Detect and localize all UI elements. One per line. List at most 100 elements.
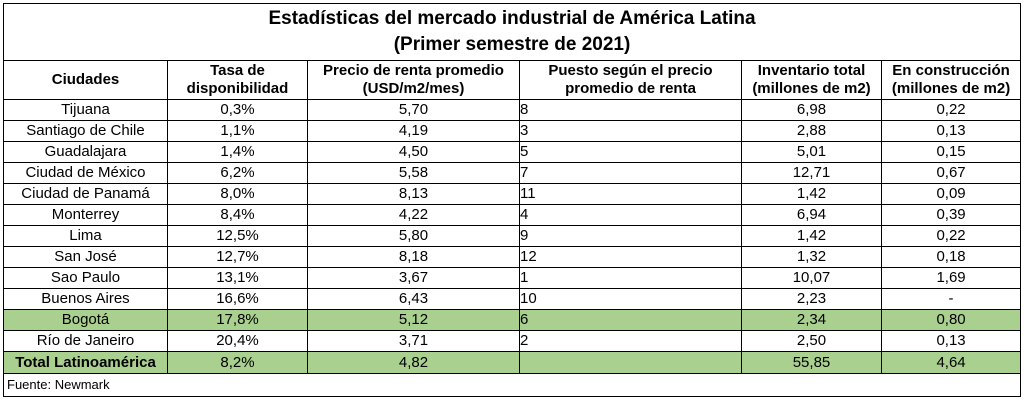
source-row: Fuente: Newmark [2,373,1022,397]
city-cell: Ciudad de México [3,162,168,184]
price-cell: 5,58 [307,162,520,184]
price-cell: 4,82 [307,351,520,374]
table-row: Bogotá 17,8% 5,12 6 2,34 0,80 [3,309,1022,331]
price-cell: 5,12 [307,309,520,331]
rate-cell: 16,6% [167,288,308,310]
rank-cell: 2 [519,330,742,352]
city-cell: Guadalajara [3,141,168,163]
source-note: Fuente: Newmark [2,373,1022,397]
table-row: Río de Janeiro 20,4% 3,71 2 2,50 0,13 [3,330,1022,352]
rank-cell: 11 [519,183,742,205]
inventory-cell: 12,71 [741,162,882,184]
construction-cell: 0,13 [880,120,1022,142]
rate-cell: 20,4% [167,330,308,352]
city-cell: Río de Janeiro [3,330,168,352]
rate-cell: 12,7% [167,246,308,268]
table-row: Tijuana 0,3% 5,70 8 6,98 0,22 [3,99,1022,121]
rank-cell: 1 [519,267,742,289]
column-header-construccion: En construcción (millones de m2) [880,60,1022,100]
rate-cell: 8,0% [167,183,308,205]
price-cell: 3,71 [307,330,520,352]
price-cell: 4,22 [307,204,520,226]
table-row: Buenos Aires 16,6% 6,43 10 2,23- [3,288,1022,310]
construction-cell: - [880,288,1022,310]
construction-cell: 0,22 [880,99,1022,121]
city-cell: Sao Paulo [3,267,168,289]
total-row: Total Latinoamérica 8,2% 4,82 55,85 4,64 [3,351,1022,374]
inventory-cell: 55,85 [741,351,882,374]
rate-cell: 0,3% [167,99,308,121]
inventory-cell: 6,94 [741,204,882,226]
table-row: Ciudad de Panamá 8,0% 8,13 11 1,42 0,09 [3,183,1022,205]
rank-cell: 5 [519,141,742,163]
rank-cell: 8 [519,99,742,121]
price-cell: 6,43 [307,288,520,310]
inventory-cell: 6,98 [741,99,882,121]
inventory-cell: 2,50 [741,330,882,352]
inventory-cell: 1,42 [741,183,882,205]
rank-cell: 12 [519,246,742,268]
rate-cell: 8,4% [167,204,308,226]
rate-cell: 13,1% [167,267,308,289]
price-cell: 5,70 [307,99,520,121]
table-row: Santiago de Chile 1,1% 4,19 3 2,88 0,13 [3,120,1022,142]
table-title: Estadísticas del mercado industrial de A… [2,3,1022,61]
city-cell: Lima [3,225,168,247]
construction-cell: 0,13 [880,330,1022,352]
rate-cell: 1,1% [167,120,308,142]
table-row: San José 12,7% 8,18 12 1,32 0,18 [3,246,1022,268]
city-cell: Tijuana [3,99,168,121]
table-title-line2: (Primer semestre de 2021) [393,34,631,55]
price-cell: 5,80 [307,225,520,247]
table-title-line1: Estadísticas del mercado industrial de A… [268,8,756,29]
city-cell: Buenos Aires [3,288,168,310]
rate-cell: 1,4% [167,141,308,163]
price-cell: 8,18 [307,246,520,268]
column-header-ciudades: Ciudades [3,60,168,100]
table-row: Ciudad de México 6,2% 5,58 7 12,71 0,67 [3,162,1022,184]
construction-cell: 4,64 [880,351,1022,374]
table-row: Monterrey 8,4% 4,22 4 6,94 0,39 [3,204,1022,226]
city-cell: Bogotá [3,309,168,331]
city-cell: Total Latinoamérica [3,351,168,374]
column-header-puesto: Puesto según el precio promedio de renta [519,60,742,100]
price-cell: 4,50 [307,141,520,163]
rate-cell: 6,2% [167,162,308,184]
city-cell: San José [3,246,168,268]
construction-cell: 0,80 [880,309,1022,331]
table-row: Guadalajara 1,4% 4,50 5 5,01 0,15 [3,141,1022,163]
inventory-cell: 1,42 [741,225,882,247]
table-row: Lima 12,5% 5,80 9 1,42 0,22 [3,225,1022,247]
inventory-cell: 10,07 [741,267,882,289]
rank-cell: 9 [519,225,742,247]
rate-cell: 12,5% [167,225,308,247]
rank-cell: 3 [519,120,742,142]
statistics-table-frame: Estadísticas del mercado industrial de A… [2,3,1022,399]
rate-cell: 17,8% [167,309,308,331]
rank-cell: 6 [519,309,742,331]
construction-cell: 0,67 [880,162,1022,184]
construction-cell: 0,39 [880,204,1022,226]
column-header-precio: Precio de renta promedio (USD/m2/mes) [307,60,520,100]
rank-cell [519,351,742,374]
column-header-tasa: Tasa de disponibilidad [167,60,308,100]
construction-cell: 0,22 [880,225,1022,247]
construction-cell: 1,69 [880,267,1022,289]
inventory-cell: 2,34 [741,309,882,331]
construction-cell: 0,09 [880,183,1022,205]
rank-cell: 10 [519,288,742,310]
rank-cell: 4 [519,204,742,226]
price-cell: 8,13 [307,183,520,205]
inventory-cell: 1,32 [741,246,882,268]
rank-cell: 7 [519,162,742,184]
inventory-cell: 5,01 [741,141,882,163]
column-header-inventario: Inventario total (millones de m2) [741,60,882,100]
city-cell: Ciudad de Panamá [3,183,168,205]
construction-cell: 0,15 [880,141,1022,163]
inventory-cell: 2,23 [741,288,882,310]
construction-cell: 0,18 [880,246,1022,268]
table-row: Sao Paulo 13,1% 3,67 1 10,07 1,69 [3,267,1022,289]
header-row: Ciudades Tasa de disponibilidad Precio de… [3,60,1022,100]
price-cell: 4,19 [307,120,520,142]
city-cell: Santiago de Chile [3,120,168,142]
